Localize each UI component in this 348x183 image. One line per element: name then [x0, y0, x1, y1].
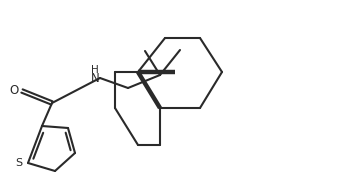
- Text: S: S: [15, 158, 23, 168]
- Text: H: H: [91, 65, 99, 75]
- Text: O: O: [9, 85, 19, 98]
- Text: N: N: [90, 72, 100, 85]
